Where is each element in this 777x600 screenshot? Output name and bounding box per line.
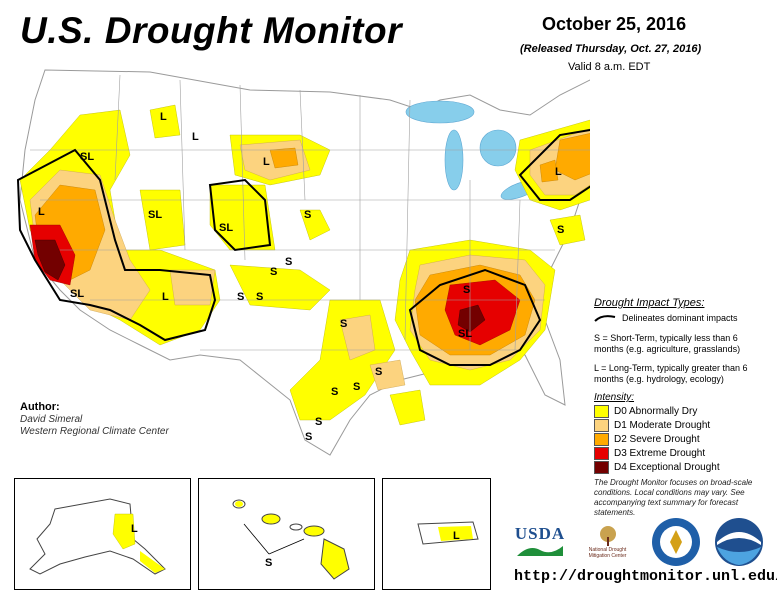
- legend-label: D1 Moderate Drought: [614, 419, 711, 431]
- label-sl: SL: [80, 151, 94, 163]
- impact-labels: SL L SL SL L L L SL L S S S S S S S S S …: [38, 111, 564, 443]
- drought-monitor-url[interactable]: http://droughtmonitor.unl.edu/: [514, 568, 777, 585]
- hawaii-inset: S: [198, 478, 375, 590]
- label-s: S: [463, 284, 470, 296]
- legend-item-d1: D1 Moderate Drought: [594, 418, 720, 432]
- label-s: S: [375, 366, 382, 378]
- author-name: David Simeral: [20, 414, 83, 425]
- long-term-definition: L = Long-Term, typically greater than 6 …: [594, 363, 748, 384]
- label-s: S: [305, 431, 312, 443]
- impact-line-icon: [594, 315, 616, 322]
- label-l: L: [453, 530, 460, 542]
- conus-drought-map: SL L SL SL L L L SL L S S S S S S S S S …: [16, 69, 590, 456]
- impact-outlines: [16, 128, 590, 366]
- commerce-seal-icon: [652, 518, 700, 566]
- delineates-label: Delineates dominant impacts: [622, 313, 738, 323]
- legend-label: D3 Extreme Drought: [614, 447, 706, 459]
- label-s: S: [256, 291, 263, 303]
- noaa-seal-icon: [715, 518, 763, 566]
- legend-item-d2: D2 Severe Drought: [594, 432, 720, 446]
- lake-superior: [405, 100, 475, 124]
- label-s: S: [331, 386, 338, 398]
- impact-types-heading: Drought Impact Types:: [594, 297, 705, 309]
- alaska-inset: L: [14, 478, 191, 590]
- label-s: S: [237, 291, 244, 303]
- map-title: U.S. Drought Monitor: [20, 10, 402, 51]
- label-l: L: [160, 111, 167, 123]
- lake-huron: [479, 129, 517, 167]
- legend-label: D0 Abnormally Dry: [614, 405, 698, 417]
- label-l: L: [131, 523, 138, 535]
- label-s: S: [340, 318, 347, 330]
- label-s: S: [285, 256, 292, 268]
- valid-time: Valid 8 a.m. EDT: [568, 61, 651, 73]
- legend-label: D2 Severe Drought: [614, 433, 700, 445]
- ndmc-logo: National Drought Mitigation Center: [580, 518, 635, 566]
- label-sl: SL: [70, 288, 84, 300]
- legend-item-d0: D0 Abnormally Dry: [594, 404, 720, 418]
- label-l: L: [192, 131, 199, 143]
- short-term-definition: S = Short-Term, typically less than 6 mo…: [594, 333, 741, 354]
- author-org: Western Regional Climate Center: [20, 426, 169, 437]
- label-s: S: [270, 266, 277, 278]
- intensity-heading: Intensity:: [594, 392, 635, 403]
- label-sl: SL: [458, 328, 472, 340]
- map-date: October 25, 2016: [542, 14, 687, 34]
- label-l: L: [162, 291, 169, 303]
- label-l: L: [263, 156, 270, 168]
- hawaii-map: S: [232, 499, 350, 580]
- label-s: S: [353, 381, 360, 393]
- swatch-d0: [594, 404, 609, 418]
- intensity-legend: D0 Abnormally Dry D1 Moderate Drought D2…: [594, 404, 720, 474]
- d4-areas: [34, 239, 486, 333]
- noaa-logo: [713, 516, 765, 568]
- lake-michigan: [444, 129, 464, 191]
- release-date: (Released Thursday, Oct. 27, 2016): [520, 43, 702, 55]
- delineates-row: Delineates dominant impacts: [594, 313, 738, 323]
- label-s: S: [557, 224, 564, 236]
- tree-icon: [599, 526, 616, 546]
- swatch-d1: [594, 418, 609, 432]
- label-s: S: [304, 209, 311, 221]
- ndmc-wordmark: National Drought Mitigation Center: [588, 547, 627, 559]
- usda-hills-icon: [517, 546, 563, 556]
- label-l: L: [555, 166, 562, 178]
- label-s: S: [265, 557, 272, 569]
- swatch-d2: [594, 432, 609, 446]
- legend-item-d3: D3 Extreme Drought: [594, 446, 720, 460]
- swatch-d4: [594, 460, 609, 474]
- label-sl: SL: [148, 209, 162, 221]
- usda-logo: USDA: [513, 520, 567, 560]
- state-boundaries: [30, 74, 590, 351]
- label-s: S: [315, 416, 322, 428]
- puerto-rico-inset: L: [382, 478, 491, 590]
- commerce-seal: [650, 516, 702, 568]
- label-sl: SL: [219, 222, 233, 234]
- disclaimer-note: The Drought Monitor focuses on broad-sca…: [594, 478, 753, 517]
- swatch-d3: [594, 446, 609, 460]
- label-l: L: [38, 206, 45, 218]
- legend-label: D4 Exceptional Drought: [614, 461, 720, 473]
- usda-wordmark: USDA: [514, 524, 566, 543]
- puerto-rico-map: L: [417, 521, 479, 545]
- author-heading: Author:: [20, 401, 60, 413]
- alaska-map: L: [29, 498, 166, 575]
- legend-item-d4: D4 Exceptional Drought: [594, 460, 720, 474]
